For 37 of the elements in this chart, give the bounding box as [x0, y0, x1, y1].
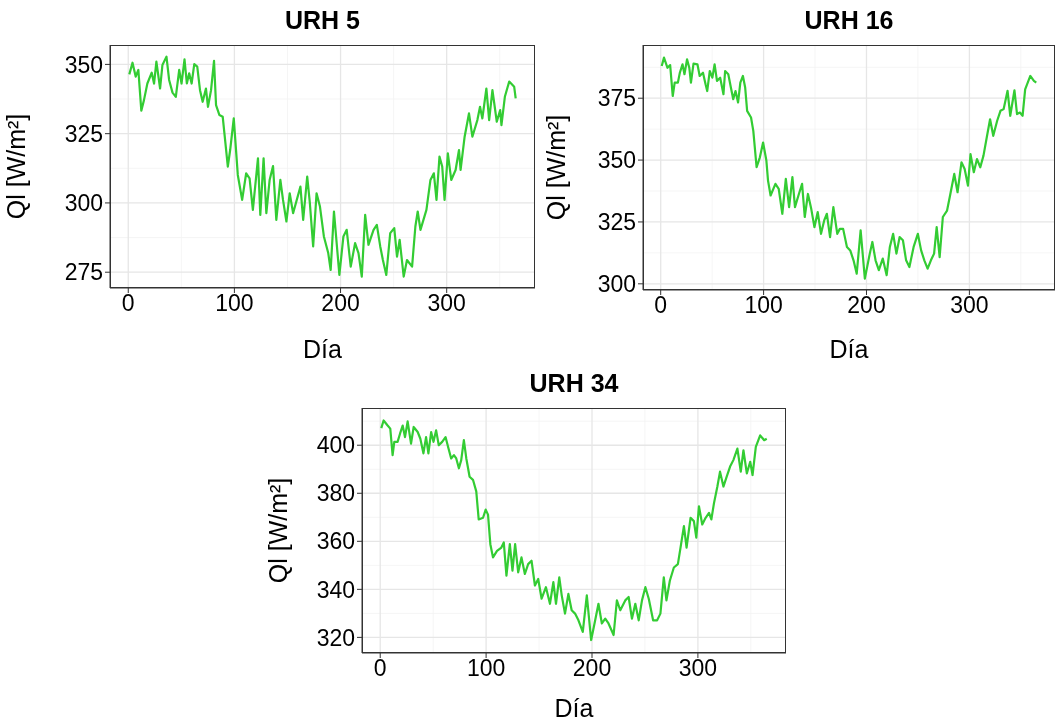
x-tick-label: 200	[321, 290, 360, 317]
x-tick-label: 0	[373, 655, 387, 682]
y-tick-label: 400	[316, 432, 355, 459]
x-axis-title: Día	[829, 335, 869, 363]
y-axis-title: Ql [W/m²]	[542, 114, 570, 221]
y-tick-label: 275	[64, 259, 103, 286]
line-series	[128, 55, 517, 278]
y-tick-label: 325	[64, 120, 103, 147]
y-tick-label: 300	[64, 190, 103, 217]
y-tick-label: 340	[316, 576, 355, 603]
x-tick-label: 100	[744, 292, 783, 319]
x-tick-label: 100	[466, 655, 506, 682]
x-axis-title: Día	[303, 335, 343, 363]
x-axis-title: Día	[554, 694, 594, 719]
chart-title: URH 16	[803, 6, 895, 35]
y-axis-title: Ql [W/m²]	[264, 477, 292, 584]
x-tick-label: 300	[950, 292, 989, 319]
chart-title: URH 5	[284, 6, 361, 35]
x-tick-label: 0	[121, 290, 135, 317]
y-axis-title: Ql [W/m²]	[2, 113, 30, 220]
y-tick-label: 350	[597, 147, 636, 174]
chart-title: URH 34	[528, 369, 620, 398]
x-tick-label: 300	[678, 655, 718, 682]
x-tick-label: 0	[654, 292, 668, 319]
y-tick-label: 320	[316, 624, 355, 651]
y-tick-label: 325	[597, 209, 636, 236]
x-tick-label: 300	[427, 290, 466, 317]
y-tick-label: 360	[316, 528, 355, 555]
x-tick-label: 100	[215, 290, 254, 317]
x-tick-label: 200	[847, 292, 886, 319]
line-series	[660, 56, 1038, 280]
x-tick-label: 200	[572, 655, 612, 682]
line-series	[380, 419, 768, 642]
y-tick-label: 300	[597, 270, 636, 297]
y-tick-label: 350	[64, 51, 103, 78]
y-tick-label: 375	[597, 85, 636, 112]
y-tick-label: 380	[316, 480, 355, 507]
